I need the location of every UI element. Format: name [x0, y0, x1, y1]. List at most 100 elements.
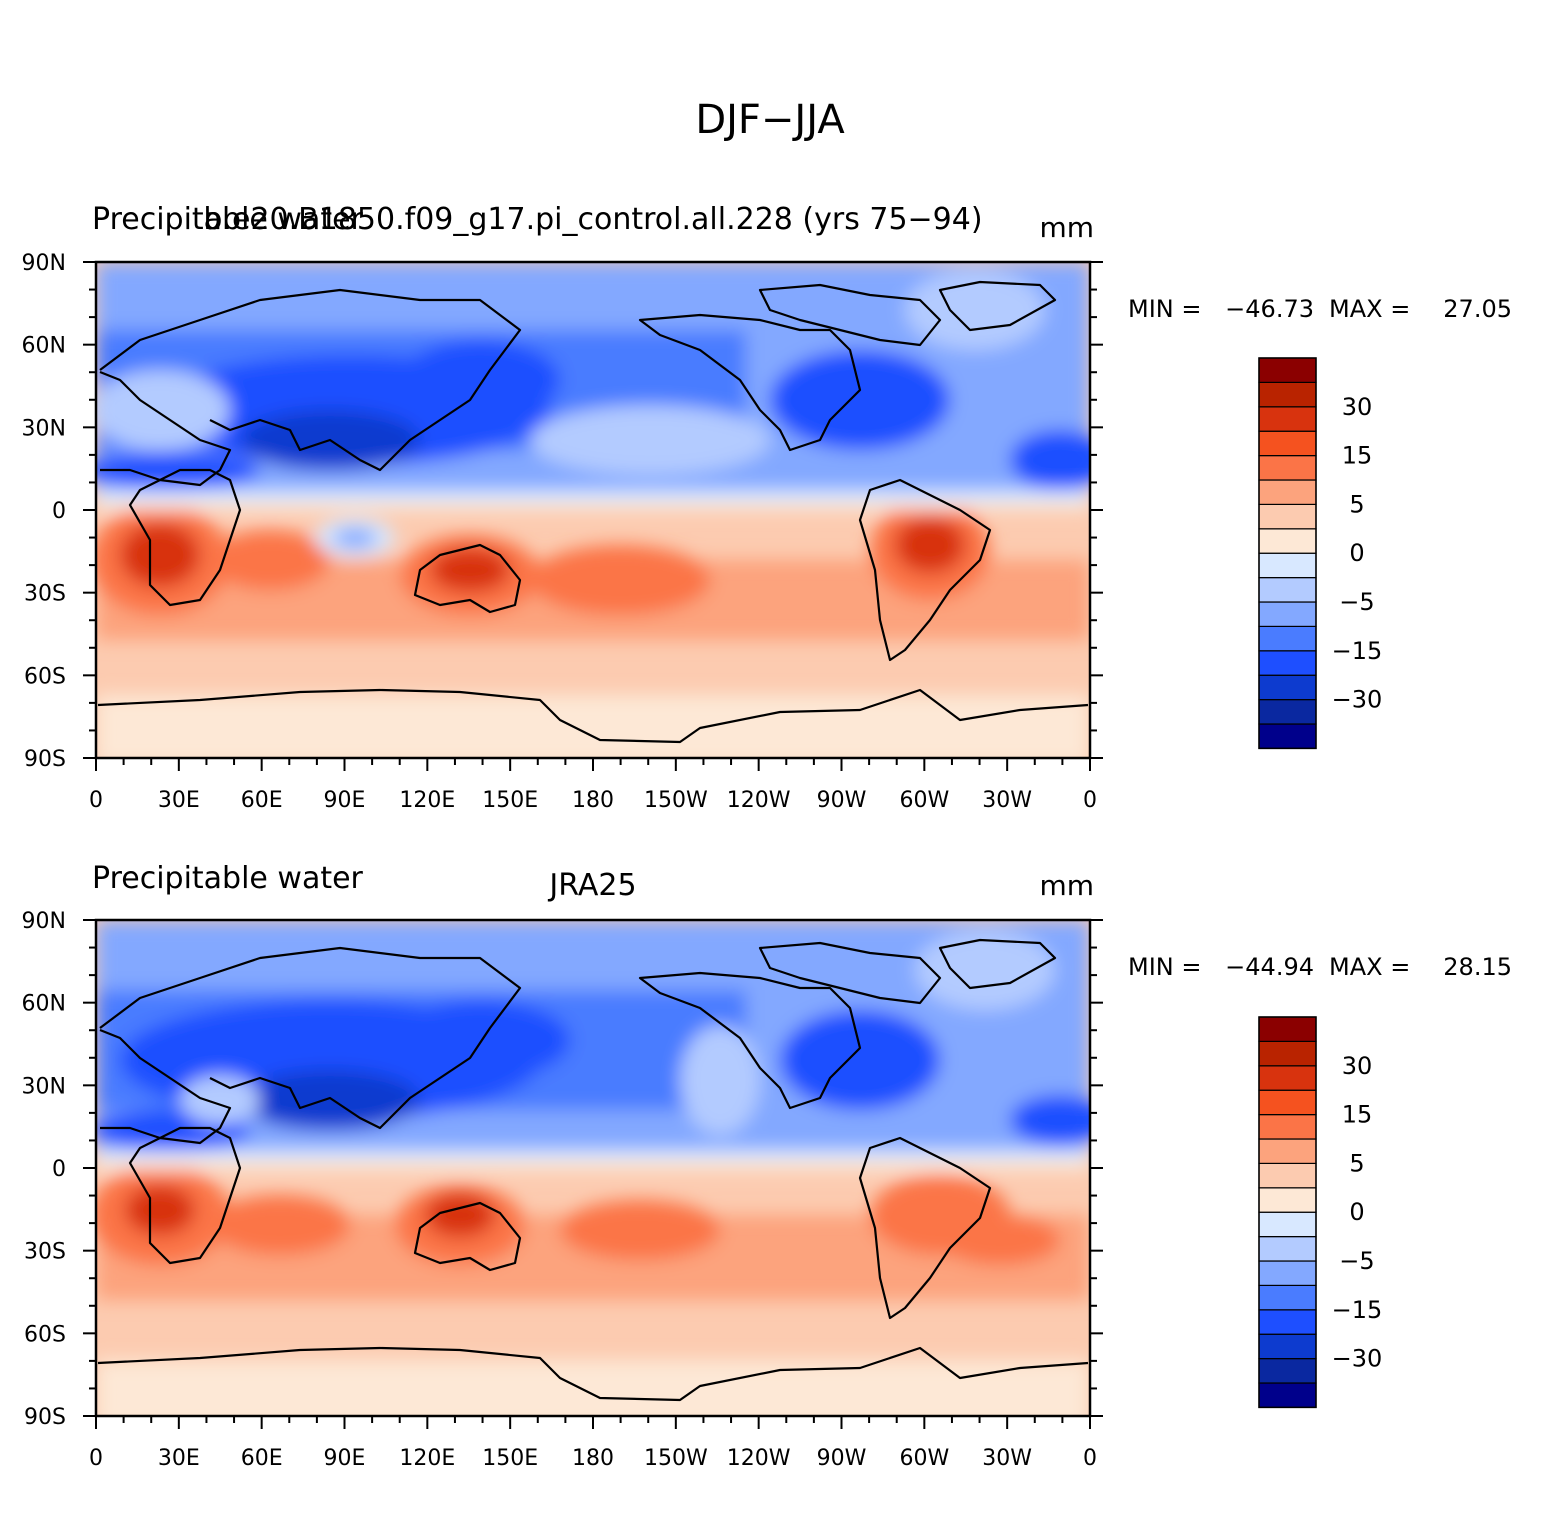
panel-bottom-field — [96, 920, 1090, 1416]
colorbar-swatch — [1258, 1138, 1317, 1164]
colorbar-swatch — [1258, 1333, 1317, 1360]
lon-tick-label: 60W — [899, 788, 949, 813]
colorbar-swatch — [1258, 528, 1317, 554]
colorbar-frame — [1258, 1016, 1317, 1409]
lat-tick-label: 60S — [24, 1322, 66, 1347]
colorbar-swatch — [1258, 503, 1317, 530]
panel-bottom: Precipitable water JRA25 mm — [22, 861, 1512, 1471]
colorbar-swatch — [1258, 1065, 1317, 1091]
panel-bottom-min-value: −44.94 — [1225, 953, 1314, 981]
lon-tick-label: 150E — [482, 788, 538, 813]
lon-tick-label: 0 — [1083, 1446, 1097, 1471]
panel-top-field — [96, 262, 1090, 758]
lon-tick-label: 0 — [1083, 788, 1097, 813]
colorbar-label: −30 — [1332, 1345, 1383, 1373]
colorbar-swatch — [1258, 674, 1317, 701]
colorbar-label: 30 — [1342, 393, 1373, 421]
lon-tick-label: 30W — [982, 1446, 1032, 1471]
lat-tick-label: 90N — [22, 251, 66, 276]
colorbar-swatch — [1258, 479, 1317, 505]
lat-tick-label: 90S — [24, 747, 66, 772]
colorbar-label: 0 — [1349, 1198, 1364, 1226]
lat-tick-label: 30N — [22, 416, 66, 441]
lat-tick-label: 0 — [52, 499, 66, 524]
colorbar-label: −30 — [1332, 686, 1383, 714]
colorbar-label: 15 — [1342, 1101, 1373, 1129]
colorbar-swatch — [1258, 1113, 1317, 1140]
panel-top-ticks: 0 30E 60E 90E 120E 150E 180 150W 120W 90W 60W 30W 09… — [22, 251, 1103, 813]
colorbar-swatch — [1258, 357, 1317, 383]
colorbar-label: −5 — [1339, 588, 1374, 616]
panel-top-colorbar: 30 15 5 0 −5 −15 −30 — [1258, 357, 1383, 750]
colorbar-label: 30 — [1342, 1052, 1373, 1080]
panel-bottom-max-value: 28.15 — [1443, 953, 1512, 981]
colorbar-swatch — [1258, 1382, 1317, 1408]
lat-tick-label: 60N — [22, 334, 66, 359]
colorbar-swatch — [1258, 1040, 1317, 1067]
lon-tick-label: 180 — [572, 1446, 614, 1471]
figure-title: DJF−JJA — [695, 97, 845, 143]
colorbar-swatch — [1258, 1211, 1317, 1238]
panel-top: Precipitable water b.e20.B1850.f09_g17.p… — [22, 202, 1512, 813]
lon-tick-label: 30E — [158, 1446, 200, 1471]
colorbar-swatch — [1258, 723, 1317, 749]
panel-bottom-min-label: MIN = — [1128, 953, 1201, 981]
panel-bottom-left-title: Precipitable water — [92, 861, 364, 896]
panel-top-min-value: −46.73 — [1225, 295, 1314, 323]
lon-tick-label: 180 — [572, 788, 614, 813]
lon-tick-label: 0 — [89, 788, 103, 813]
lon-tick-label: 90W — [817, 788, 867, 813]
colorbar-swatch — [1258, 650, 1317, 676]
colorbar-label: −5 — [1339, 1247, 1374, 1275]
colorbar-swatch — [1258, 1016, 1317, 1042]
colorbar-label: −15 — [1332, 637, 1383, 665]
colorbar-swatch — [1258, 1309, 1317, 1335]
panel-top-units: mm — [1039, 211, 1094, 244]
lon-tick-label: 60E — [241, 788, 283, 813]
lon-tick-label: 90E — [324, 1446, 366, 1471]
lon-tick-label: 150W — [644, 1446, 708, 1471]
colorbar-swatch — [1258, 1235, 1317, 1262]
panel-top-max-label: MAX = — [1329, 295, 1410, 323]
colorbar-swatch — [1258, 455, 1317, 481]
lat-tick-label: 0 — [52, 1157, 66, 1182]
colorbar-swatch — [1258, 552, 1317, 579]
colorbar-label: 15 — [1342, 442, 1373, 470]
lon-tick-label: 60W — [899, 1446, 949, 1471]
lon-tick-label: 120E — [399, 788, 455, 813]
colorbar-swatch — [1258, 406, 1317, 432]
panel-top-min-label: MIN = — [1128, 295, 1201, 323]
lon-tick-label: 90E — [324, 788, 366, 813]
colorbar-swatch — [1258, 1187, 1317, 1213]
colorbar-swatch — [1258, 1162, 1317, 1189]
lat-tick-label: 90S — [24, 1405, 66, 1430]
panel-top-max-value: 27.05 — [1443, 295, 1512, 323]
colorbar-swatch — [1258, 576, 1317, 603]
lat-tick-label: 30S — [24, 582, 66, 607]
lon-tick-label: 60E — [241, 1446, 283, 1471]
lon-tick-label: 120E — [399, 1446, 455, 1471]
lat-tick-label: 30S — [24, 1240, 66, 1265]
lon-tick-label: 150W — [644, 788, 708, 813]
lat-tick-label: 60S — [24, 664, 66, 689]
colorbar-label: 5 — [1349, 490, 1364, 518]
lat-tick-label: 90N — [22, 909, 66, 934]
colorbar-swatch — [1258, 698, 1317, 725]
panel-bottom-ticks: 0 30E 60E 90E 120E 150E 180 150W 120W 90W 60W 30W 09… — [22, 909, 1103, 1471]
colorbar-swatch — [1258, 1089, 1317, 1116]
colorbar-swatch — [1258, 601, 1317, 627]
colorbar-frame — [1258, 357, 1317, 750]
colorbar-swatch — [1258, 381, 1317, 408]
colorbar-swatch — [1258, 1260, 1317, 1286]
lon-tick-label: 30E — [158, 788, 200, 813]
lon-tick-label: 120W — [727, 1446, 791, 1471]
panel-top-left-title: Precipitable water — [92, 202, 364, 237]
colorbar-swatch — [1258, 1284, 1317, 1311]
lon-tick-label: 0 — [89, 1446, 103, 1471]
panel-bottom-colorbar: 30 15 5 0 −5 −15 −30 — [1258, 1016, 1383, 1409]
lat-tick-label: 30N — [22, 1074, 66, 1099]
lat-tick-label: 60N — [22, 992, 66, 1017]
lon-tick-label: 150E — [482, 1446, 538, 1471]
colorbar-swatch — [1258, 1357, 1317, 1384]
